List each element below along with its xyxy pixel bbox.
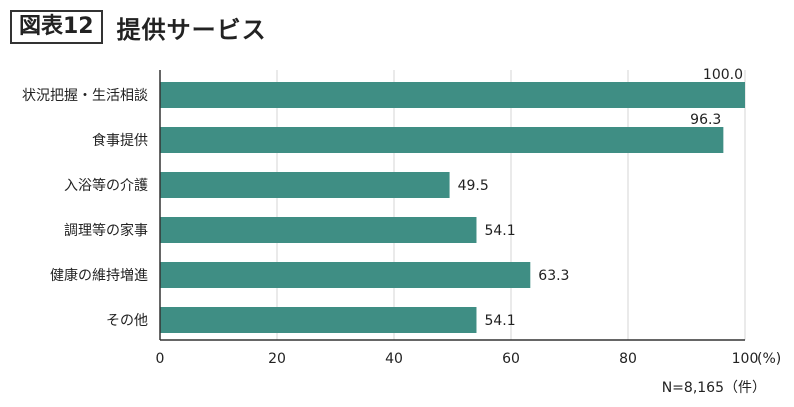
bar-5 bbox=[160, 307, 477, 333]
sample-size-note: N=8,165（件） bbox=[661, 380, 766, 396]
category-label-2: 入浴等の介護 bbox=[64, 177, 148, 194]
value-label-5: 54.1 bbox=[484, 313, 515, 329]
x-tick-label-2: 40 bbox=[385, 351, 403, 367]
bar-3 bbox=[160, 217, 477, 243]
category-label-0: 状況把握・生活相談 bbox=[22, 88, 148, 104]
chart-title: 提供サービス bbox=[116, 15, 267, 44]
category-label-1: 食事提供 bbox=[92, 132, 148, 149]
figure-label: 図表12 bbox=[10, 10, 103, 44]
x-axis-unit: (%) bbox=[757, 351, 781, 367]
category-label-3: 調理等の家事 bbox=[64, 222, 148, 239]
x-tick-label-5: 100 bbox=[732, 351, 759, 367]
category-label-4: 健康の維持増進 bbox=[50, 267, 148, 284]
value-label-2: 49.5 bbox=[458, 178, 489, 194]
category-label-5: その他 bbox=[106, 313, 148, 329]
x-tick-label-4: 80 bbox=[619, 351, 637, 367]
value-label-3: 54.1 bbox=[484, 223, 515, 239]
bar-2 bbox=[160, 172, 450, 198]
bar-4 bbox=[160, 262, 531, 288]
x-tick-label-1: 20 bbox=[268, 351, 286, 367]
x-tick-label-3: 60 bbox=[502, 351, 520, 367]
bar-1 bbox=[160, 127, 724, 153]
chart-header: 図表12 提供サービス bbox=[10, 10, 267, 44]
value-label-4: 63.3 bbox=[538, 268, 569, 284]
x-tick-label-0: 0 bbox=[156, 351, 165, 367]
value-label-1: 96.3 bbox=[690, 112, 721, 128]
bar-0 bbox=[160, 82, 745, 108]
value-label-0: 100.0 bbox=[703, 67, 743, 83]
